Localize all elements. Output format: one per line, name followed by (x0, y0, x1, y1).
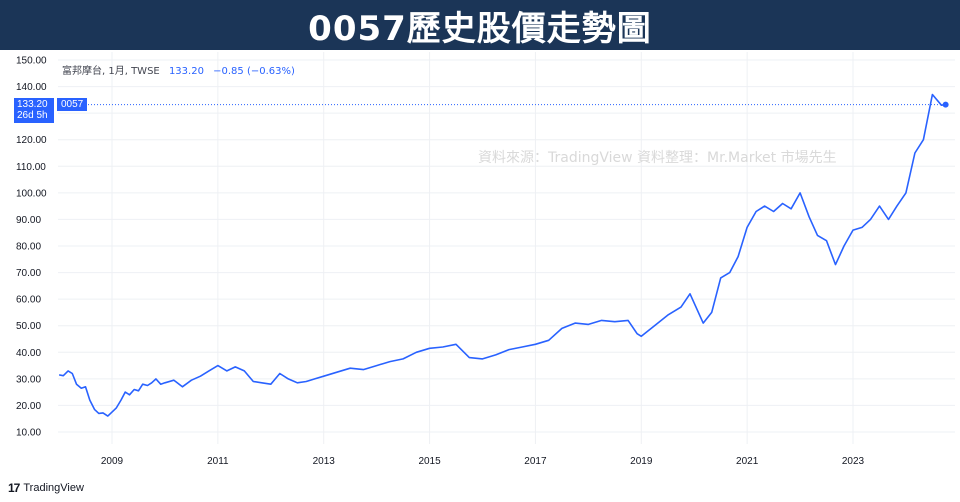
tradingview-logo-icon: 17 (8, 481, 20, 495)
x-tick-label: 2015 (418, 456, 441, 467)
legend-price: 133.20 (168, 66, 204, 77)
chart-legend: 富邦摩台, 1月, TWSE 133.20 −0.85 (−0.63%) (62, 62, 295, 77)
x-tick-label: 2017 (524, 456, 547, 467)
y-tick-label: 80.00 (16, 242, 41, 253)
tradingview-logo[interactable]: 17 TradingView (8, 481, 84, 495)
y-tick-label: 110.00 (16, 162, 46, 173)
x-tick-label: 2011 (207, 456, 229, 467)
y-tick-label: 90.00 (16, 215, 41, 226)
legend-symbol-name: 富邦摩台, 1月, TWSE (62, 66, 160, 77)
page-title: 0057歷史股價走勢圖 (308, 8, 652, 49)
x-tick-label: 2021 (736, 456, 759, 467)
y-axis-labels: 150.00140.00130.00120.00110.00100.0090.0… (16, 56, 47, 439)
x-tick-label: 2013 (313, 456, 336, 467)
y-tick-label: 30.00 (16, 374, 41, 385)
y-tick-label: 50.00 (16, 321, 41, 332)
y-tick-label: 40.00 (16, 348, 41, 359)
legend-change: −0.85 (−0.63%) (213, 66, 295, 77)
y-tick-label: 70.00 (16, 268, 41, 279)
y-tick-label: 60.00 (16, 295, 41, 306)
y-tick-label: 120.00 (16, 135, 47, 146)
x-tick-label: 2019 (630, 456, 653, 467)
x-tick-label: 2023 (842, 456, 865, 467)
header-banner: 0057歷史股價走勢圖 (0, 0, 960, 50)
source-watermark: 資料來源：TradingView 資料整理：Mr.Market 市場先生 (478, 150, 837, 166)
grid-lines (58, 52, 955, 444)
x-axis-labels: 2009 2011 2013 2015 2017 2019 2021 2023 (101, 456, 865, 467)
price-series-line (58, 93, 946, 417)
y-tick-label: 20.00 (16, 401, 41, 412)
x-tick-label: 2009 (101, 456, 124, 467)
last-price-point (942, 101, 949, 108)
price-chart[interactable]: 150.00140.00130.00120.00110.00100.0090.0… (0, 50, 960, 502)
tradingview-logo-text: TradingView (23, 482, 84, 494)
symbol-badge: 0057 (57, 98, 88, 111)
bar-countdown: 26d 5h (17, 110, 48, 121)
y-tick-label: 10.00 (16, 428, 41, 439)
last-price-badge: 133.20 26d 5h (14, 98, 54, 123)
y-tick-label: 150.00 (16, 56, 47, 67)
y-tick-label: 100.00 (16, 188, 47, 199)
last-price-value: 133.20 (17, 99, 48, 110)
y-tick-label: 140.00 (16, 82, 47, 93)
